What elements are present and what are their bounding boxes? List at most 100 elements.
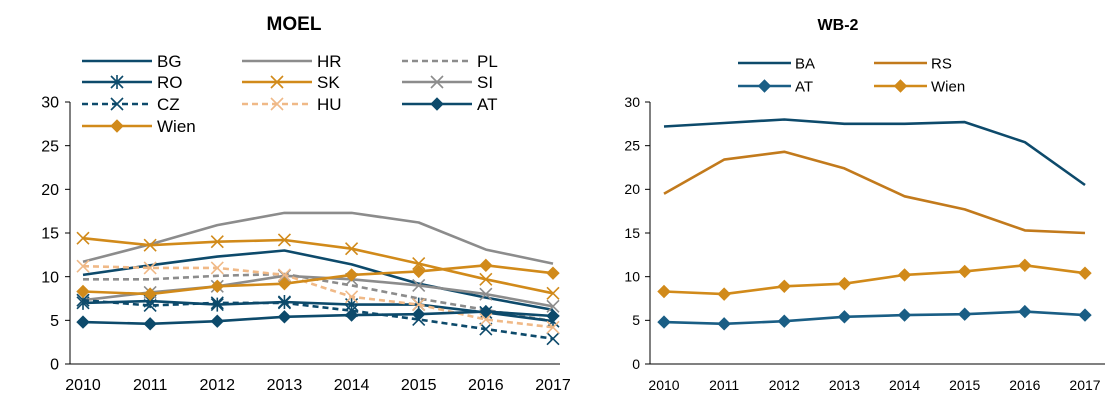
series-bg [82,249,554,312]
legend-item-ba: BA [738,55,815,72]
data-point-hu [210,261,224,275]
data-point-cz [479,322,493,336]
data-point-wien [479,258,493,273]
y-tick-label: 5 [50,313,59,330]
x-tick-label: 2010 [65,377,101,394]
data-point-at [143,317,157,331]
legend-marker [893,79,908,93]
legend-label: HU [317,95,342,114]
legend-label: AT [795,78,813,95]
x-tick-label: 2011 [709,377,739,393]
legend-marker [110,97,124,111]
data-point-at [657,315,671,329]
series-ba [663,118,1086,187]
legend-item-rs: RS [874,55,952,72]
data-point-hu [412,298,426,312]
y-tick-label: 20 [41,182,59,199]
legend-marker [757,79,772,93]
data-point-at [777,314,791,328]
series-line-bg [82,249,554,312]
series-at [657,304,1092,331]
legend-marker [110,75,124,89]
series-rs [663,150,1086,235]
series-line-cz [82,298,554,340]
data-point-sk [345,242,359,256]
series-sk [76,231,560,300]
data-point-hu [479,312,493,327]
data-point-wien [837,276,852,291]
wb2-chart: WB-2 0 5 10 15 20 25 30 2010 2011 2012 2013 2014 2015… [624,17,1105,393]
data-point-at [717,317,731,331]
legend-marker [430,97,444,111]
data-point-cz [546,332,560,346]
legend-label: RS [931,55,952,72]
y-tick-label: 15 [624,225,640,241]
series-line-at [82,310,554,326]
legend-label: HR [317,52,342,71]
series-line-wien [663,263,1086,296]
y-tick-label: 0 [50,357,59,374]
data-point-wien [412,264,426,279]
data-point-hu [345,290,359,304]
data-point-sk [412,257,426,271]
legend-item-wien: Wien [874,78,965,95]
series-line-rs [663,150,1086,235]
x-tick-label: 2016 [1009,377,1040,393]
x-tick-label: 2012 [769,377,800,393]
y-tick-label: 10 [41,269,59,286]
x-tick-label: 2013 [267,377,303,394]
legend-label: BA [795,55,815,72]
data-point-wien [546,266,560,280]
data-point-ro [210,297,224,312]
y-tick-label: 15 [41,226,59,243]
legend-label: Wien [157,117,196,136]
data-point-at [277,310,292,324]
y-tick-label: 25 [41,138,59,155]
data-point-wien [210,279,224,293]
x-tick-label: 2017 [1069,377,1100,393]
data-point-at [210,314,224,328]
data-point-wien [344,268,359,282]
data-point-si [546,299,560,313]
legend-marker [270,75,284,89]
legend-item-at: AT [402,95,497,114]
x-tick-label: 2016 [468,377,504,394]
data-point-sk [479,272,493,286]
legend-item-hr: HR [242,52,342,71]
series-wien [657,258,1092,301]
y-tick-label: 30 [624,94,640,110]
data-point-si [412,278,426,292]
x-tick-label: 2015 [401,377,437,394]
data-point-wien [717,287,731,301]
series-line-ba [663,118,1086,187]
x-tick-label: 2014 [889,377,920,393]
moel-chart: MOEL 0 5 10 15 20 25 30 2010 2011 2012 2013 2014 2015… [41,14,571,394]
x-tick-label: 2012 [199,377,235,394]
x-tick-label: 2017 [535,377,571,394]
series-hu [76,259,560,334]
data-point-wien [777,279,791,293]
data-point-at [1078,308,1092,322]
data-point-at [897,308,912,322]
legend-label: Wien [931,78,965,95]
data-point-wien [1018,258,1032,273]
data-point-at [958,307,972,321]
data-point-wien [1078,266,1092,280]
y-tick-label: 25 [624,138,640,154]
data-point-sk [546,286,560,300]
data-point-sk [76,231,90,245]
legend-item-pl: PL [402,52,498,71]
legend-item-hu: HU [242,95,342,114]
series-line-si [82,274,554,308]
data-point-cz [277,296,291,310]
legend-item-sk: SK [242,73,340,92]
legend-item-bg: BG [82,52,182,71]
data-point-hu [143,261,157,275]
data-point-at [1018,304,1032,319]
legend-item-wien: Wien [82,117,196,136]
legend-label: SK [317,73,340,92]
data-point-at [412,307,426,321]
series-wien [76,258,560,301]
data-point-cz [210,296,224,310]
